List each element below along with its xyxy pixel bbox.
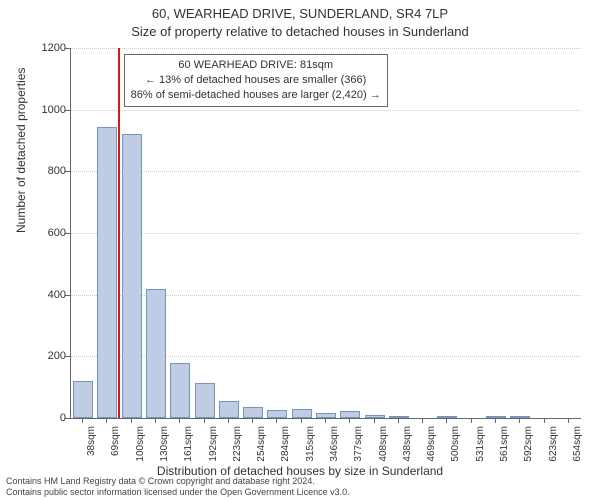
x-tick-mark	[495, 418, 496, 423]
x-tick-label: 38sqm	[86, 426, 97, 466]
x-tick-mark	[325, 418, 326, 423]
x-tick-label: 100sqm	[135, 426, 146, 466]
gridline	[71, 110, 581, 111]
x-tick-label: 192sqm	[208, 426, 219, 466]
bar	[73, 381, 93, 418]
x-tick-mark	[82, 418, 83, 423]
x-tick-label: 592sqm	[523, 426, 534, 466]
x-tick-label: 377sqm	[353, 426, 364, 466]
x-tick-mark	[544, 418, 545, 423]
x-tick-label: 408sqm	[378, 426, 389, 466]
chart-root: 60, WEARHEAD DRIVE, SUNDERLAND, SR4 7LP …	[0, 0, 600, 500]
bar	[437, 416, 457, 418]
bar	[292, 409, 312, 418]
y-tick-label: 400	[26, 289, 66, 301]
bar	[340, 411, 360, 418]
annotation-line-3: 86% of semi-detached houses are larger (…	[131, 88, 381, 103]
bar	[97, 127, 117, 418]
x-tick-mark	[568, 418, 569, 423]
x-tick-label: 654sqm	[572, 426, 583, 466]
x-tick-label: 254sqm	[256, 426, 267, 466]
y-tick-label: 200	[26, 350, 66, 362]
y-tick-label: 1200	[26, 42, 66, 54]
footer-attribution: Contains HM Land Registry data © Crown c…	[6, 476, 594, 498]
x-tick-mark	[155, 418, 156, 423]
plot-area: 60 WEARHEAD DRIVE: 81sqm ← 13% of detach…	[70, 48, 581, 419]
bar	[243, 407, 263, 418]
footer-line-2: Contains public sector information licen…	[6, 487, 594, 498]
gridline	[71, 48, 581, 49]
marker-line	[118, 48, 120, 418]
x-tick-mark	[374, 418, 375, 423]
x-tick-mark	[398, 418, 399, 423]
x-tick-label: 223sqm	[232, 426, 243, 466]
bar	[267, 410, 287, 418]
x-tick-mark	[519, 418, 520, 423]
x-tick-label: 561sqm	[499, 426, 510, 466]
footer-line-1: Contains HM Land Registry data © Crown c…	[6, 476, 594, 487]
gridline	[71, 171, 581, 172]
x-tick-label: 623sqm	[548, 426, 559, 466]
x-tick-label: 284sqm	[280, 426, 291, 466]
chart-title-main: 60, WEARHEAD DRIVE, SUNDERLAND, SR4 7LP	[0, 6, 600, 21]
x-tick-mark	[301, 418, 302, 423]
x-tick-mark	[471, 418, 472, 423]
x-tick-mark	[422, 418, 423, 423]
y-tick-label: 1000	[26, 104, 66, 116]
x-tick-mark	[131, 418, 132, 423]
y-tick-label: 0	[26, 412, 66, 424]
chart-title-sub: Size of property relative to detached ho…	[0, 24, 600, 39]
bar	[195, 383, 215, 418]
x-tick-label: 69sqm	[110, 426, 121, 466]
bar	[146, 289, 166, 419]
x-tick-mark	[446, 418, 447, 423]
x-tick-mark	[276, 418, 277, 423]
x-tick-mark	[349, 418, 350, 423]
x-tick-mark	[228, 418, 229, 423]
y-tick-label: 600	[26, 227, 66, 239]
x-tick-label: 500sqm	[450, 426, 461, 466]
bar	[510, 416, 530, 418]
x-tick-mark	[106, 418, 107, 423]
bar	[170, 363, 190, 419]
x-tick-label: 161sqm	[183, 426, 194, 466]
bar	[365, 415, 385, 418]
x-tick-label: 315sqm	[305, 426, 316, 466]
x-tick-label: 469sqm	[426, 426, 437, 466]
y-tick-label: 800	[26, 165, 66, 177]
x-tick-label: 346sqm	[329, 426, 340, 466]
bar	[219, 401, 239, 418]
x-tick-label: 438sqm	[402, 426, 413, 466]
x-tick-mark	[179, 418, 180, 423]
y-axis-label: Number of detached properties	[14, 68, 28, 233]
x-tick-mark	[252, 418, 253, 423]
gridline	[71, 233, 581, 234]
x-tick-label: 531sqm	[475, 426, 486, 466]
annotation-line-2: ← 13% of detached houses are smaller (36…	[131, 73, 381, 88]
bar	[389, 416, 409, 418]
annotation-line-1: 60 WEARHEAD DRIVE: 81sqm	[131, 58, 381, 73]
x-tick-label: 130sqm	[159, 426, 170, 466]
annotation-box: 60 WEARHEAD DRIVE: 81sqm ← 13% of detach…	[124, 54, 388, 107]
x-tick-mark	[204, 418, 205, 423]
bar	[122, 134, 142, 418]
